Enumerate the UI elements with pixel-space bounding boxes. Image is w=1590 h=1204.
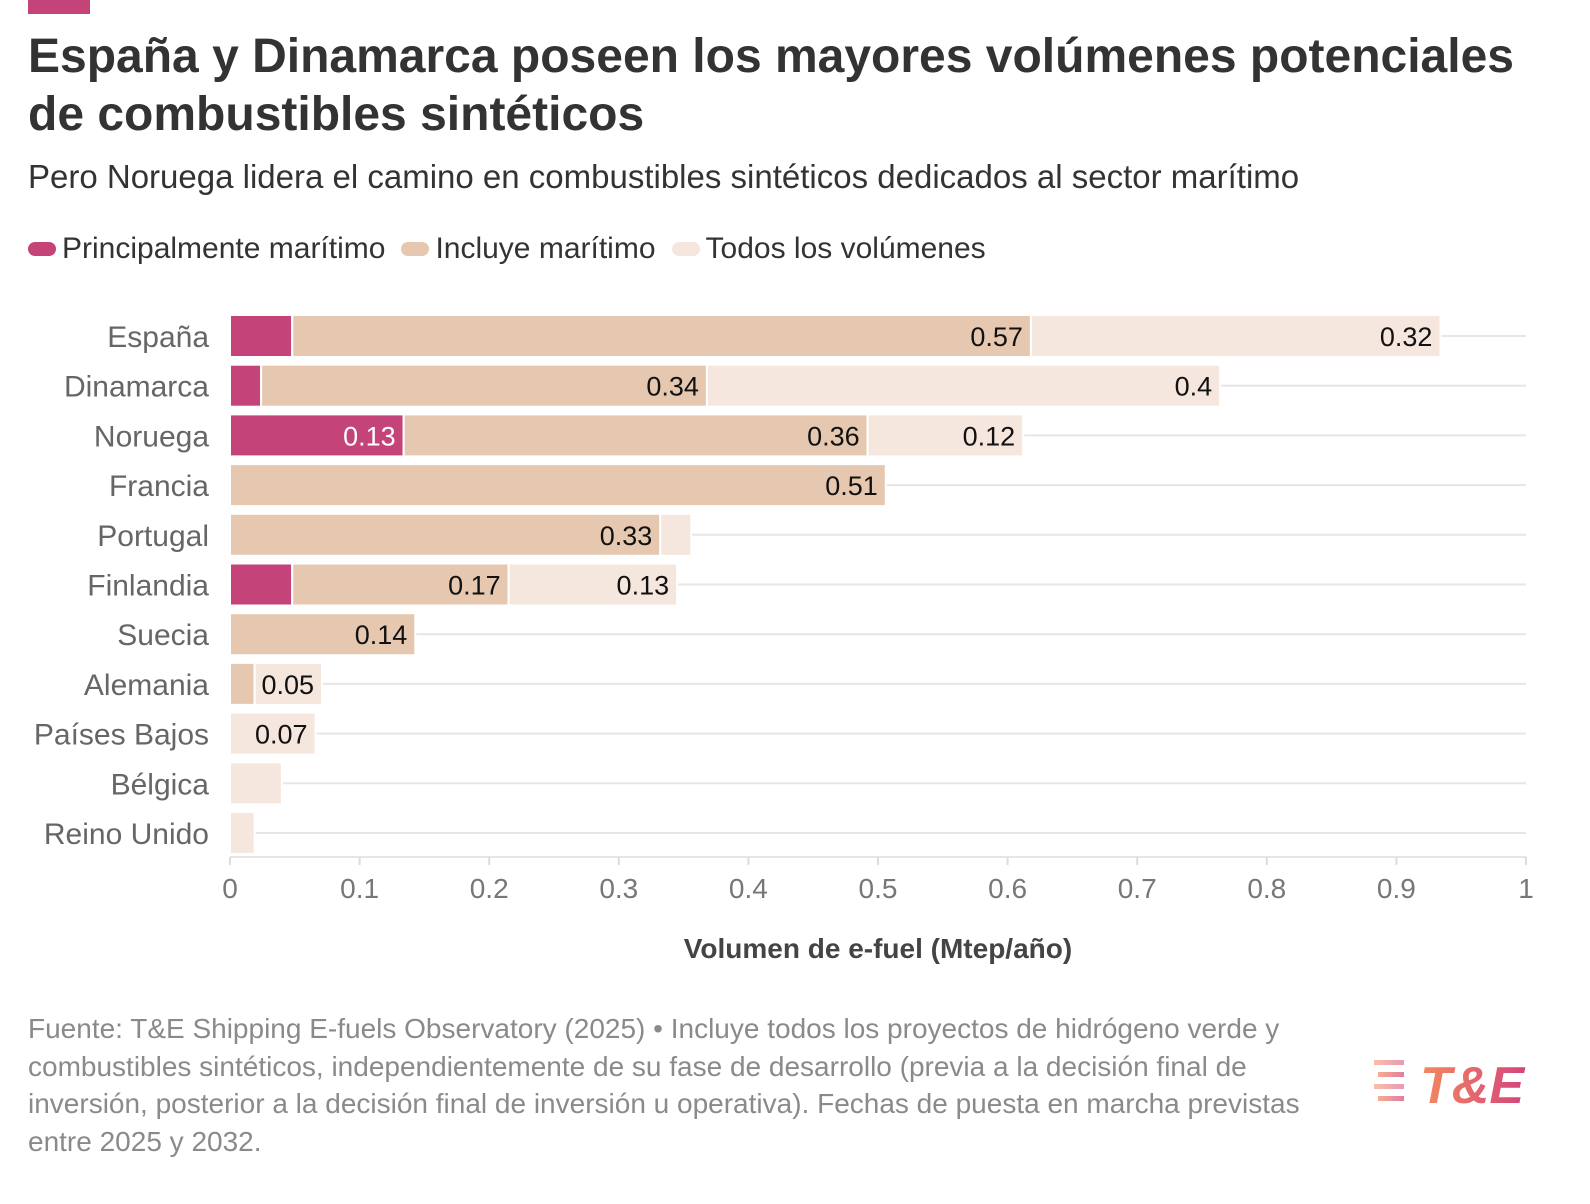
bar-chart: 0 0.1 0.2 0.3 0.4 0.5 0.6 0.7 0.8 0.9 1 España Dinam… bbox=[34, 314, 1534, 964]
bar-segment bbox=[229, 363, 263, 408]
category-label: España bbox=[107, 321, 209, 354]
x-tick-label: 1 bbox=[1518, 873, 1534, 904]
legend-swatch bbox=[28, 242, 56, 256]
data-label: 0.12 bbox=[963, 421, 1016, 451]
bar-segment bbox=[229, 661, 256, 706]
x-tick-label: 0.5 bbox=[859, 873, 898, 904]
chart-title: España y Dinamarca poseen los mayores vo… bbox=[28, 30, 1514, 141]
category-label: Noruega bbox=[94, 420, 209, 453]
x-tick-label: 0.6 bbox=[988, 873, 1027, 904]
data-label: 0.36 bbox=[807, 421, 860, 451]
bar-segment bbox=[229, 314, 294, 358]
chart-subtitle: Pero Noruega lidera el camino en combust… bbox=[28, 158, 1300, 195]
bar-segment bbox=[253, 661, 324, 706]
legend-swatch bbox=[671, 242, 700, 256]
x-tick-label: 0.7 bbox=[1118, 873, 1157, 904]
category-label: Alemania bbox=[84, 669, 209, 702]
bar-segment bbox=[866, 413, 1025, 458]
x-tick-label: 0.3 bbox=[599, 873, 638, 904]
bar-segment bbox=[229, 711, 317, 756]
bar-segment bbox=[229, 463, 887, 508]
x-tick-label: 0.4 bbox=[729, 873, 768, 904]
category-label: Suecia bbox=[117, 619, 209, 652]
data-label: 0.51 bbox=[825, 471, 878, 501]
bar-segment bbox=[659, 512, 693, 557]
x-tick-label: 0 bbox=[222, 873, 238, 904]
x-axis-title: Volumen de e-fuel (Mtep/año) bbox=[684, 933, 1072, 964]
data-label: 0.32 bbox=[1380, 322, 1433, 352]
category-label: Reino Unido bbox=[44, 818, 209, 851]
bar-segment bbox=[260, 363, 708, 408]
legend-label: Incluye marítimo bbox=[435, 232, 656, 265]
data-label: 0.57 bbox=[970, 322, 1023, 352]
data-label: 0.34 bbox=[646, 372, 699, 402]
category-label: Bélgica bbox=[111, 768, 210, 801]
legend-item-principalmente-maritimo: Principalmente marítimo bbox=[28, 232, 385, 266]
category-label: Dinamarca bbox=[64, 371, 209, 404]
bar-segment bbox=[229, 562, 294, 607]
legend: Principalmente marítimo Incluye marítimo… bbox=[28, 228, 1002, 270]
bar-segment bbox=[229, 612, 417, 657]
data-label: 0.13 bbox=[343, 421, 396, 451]
source-footnote: Fuente: T&E Shipping E-fuels Observatory… bbox=[28, 1013, 1300, 1157]
data-label: 0.17 bbox=[448, 571, 501, 601]
legend-label: Principalmente marítimo bbox=[62, 232, 386, 265]
legend-item-incluye-maritimo: Incluye marítimo bbox=[401, 232, 656, 266]
logo-wordmark: T&E bbox=[1420, 1057, 1525, 1115]
category-label: Finlandia bbox=[87, 570, 209, 603]
legend-item-todos-los-volumenes: Todos los volúmenes bbox=[671, 232, 986, 266]
logo-speed-lines-icon bbox=[1374, 1060, 1404, 1101]
bar-segment bbox=[1029, 314, 1442, 358]
data-label: 0.4 bbox=[1175, 372, 1213, 402]
data-label: 0.13 bbox=[617, 571, 670, 601]
data-label: 0.14 bbox=[355, 620, 408, 650]
te-logo: T&E bbox=[1374, 1057, 1525, 1115]
bar-segment bbox=[229, 413, 405, 458]
data-label: 0.33 bbox=[600, 521, 653, 551]
x-tick-label: 0.8 bbox=[1247, 873, 1286, 904]
category-label: Países Bajos bbox=[34, 719, 209, 752]
bar-segment bbox=[291, 314, 1032, 358]
bar-segment bbox=[402, 413, 869, 458]
legend-swatch bbox=[401, 242, 430, 256]
data-label: 0.07 bbox=[255, 720, 308, 750]
bar-segment bbox=[229, 512, 662, 557]
bar-segment bbox=[229, 761, 283, 806]
accent-bar bbox=[28, 0, 90, 14]
bar-segment bbox=[507, 562, 679, 607]
bar-segment bbox=[705, 363, 1222, 408]
x-tick-label: 0.9 bbox=[1377, 873, 1416, 904]
bar-segment bbox=[291, 562, 510, 607]
x-tick-label: 0.2 bbox=[470, 873, 509, 904]
data-label: 0.05 bbox=[261, 670, 314, 700]
bar-segment bbox=[229, 811, 256, 855]
legend-label: Todos los volúmenes bbox=[705, 232, 986, 265]
category-label: Portugal bbox=[97, 520, 209, 553]
category-label: Francia bbox=[109, 470, 209, 503]
x-tick-label: 0.1 bbox=[340, 873, 379, 904]
